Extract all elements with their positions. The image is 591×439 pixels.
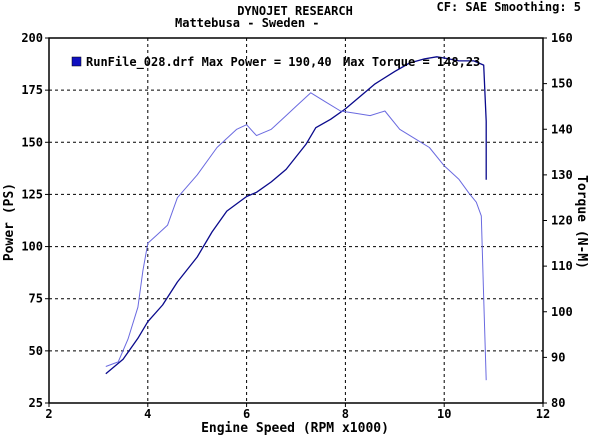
x-axis-title: Engine Speed (RPM x1000) [201, 421, 389, 435]
y-right-tick-label: 90 [551, 350, 565, 364]
y-right-tick-label: 140 [551, 122, 573, 136]
settings-label: CF: SAE Smoothing: 5 [437, 0, 582, 14]
legend-text: RunFile_028.drf Max Power = 190,40 [86, 55, 332, 70]
y-axis-title-right: Torque (N-M) [574, 175, 589, 269]
power-series-line [105, 56, 487, 375]
y-left-tick-label: 75 [29, 292, 43, 306]
y-left-tick-label: 200 [21, 31, 43, 45]
x-tick-label: 2 [45, 407, 52, 421]
torque-series-line [105, 92, 487, 381]
y-left-tick-label: 50 [29, 344, 43, 358]
y-right-tick-label: 160 [551, 31, 573, 45]
customer-label: Mattebusa - Sweden - [175, 16, 320, 30]
x-tick-label: 12 [536, 407, 550, 421]
y-right-tick-label: 130 [551, 168, 573, 182]
y-axis-title-left: Power (PS) [2, 183, 17, 261]
y-right-tick-label: 120 [551, 214, 573, 228]
y-left-tick-label: 175 [21, 83, 43, 97]
y-left-tick-label: 100 [21, 240, 43, 254]
legend-torque-text: Max Torque = 148,23 [343, 55, 480, 69]
x-tick-label: 8 [342, 407, 349, 421]
y-right-tick-label: 100 [551, 305, 573, 319]
y-right-tick-label: 80 [551, 396, 565, 410]
x-tick-label: 6 [243, 407, 250, 421]
y-right-tick-label: 150 [551, 77, 573, 91]
plot-frame [48, 37, 544, 404]
company-title: DYNOJET RESEARCH [237, 4, 353, 18]
x-tick-label: 4 [144, 407, 151, 421]
y-right-tick-label: 110 [551, 259, 573, 273]
y-left-tick-label: 125 [21, 187, 43, 201]
x-tick-label: 10 [437, 407, 451, 421]
legend-swatch [71, 56, 82, 67]
y-left-tick-label: 150 [21, 135, 43, 149]
y-left-tick-label: 25 [29, 396, 43, 410]
